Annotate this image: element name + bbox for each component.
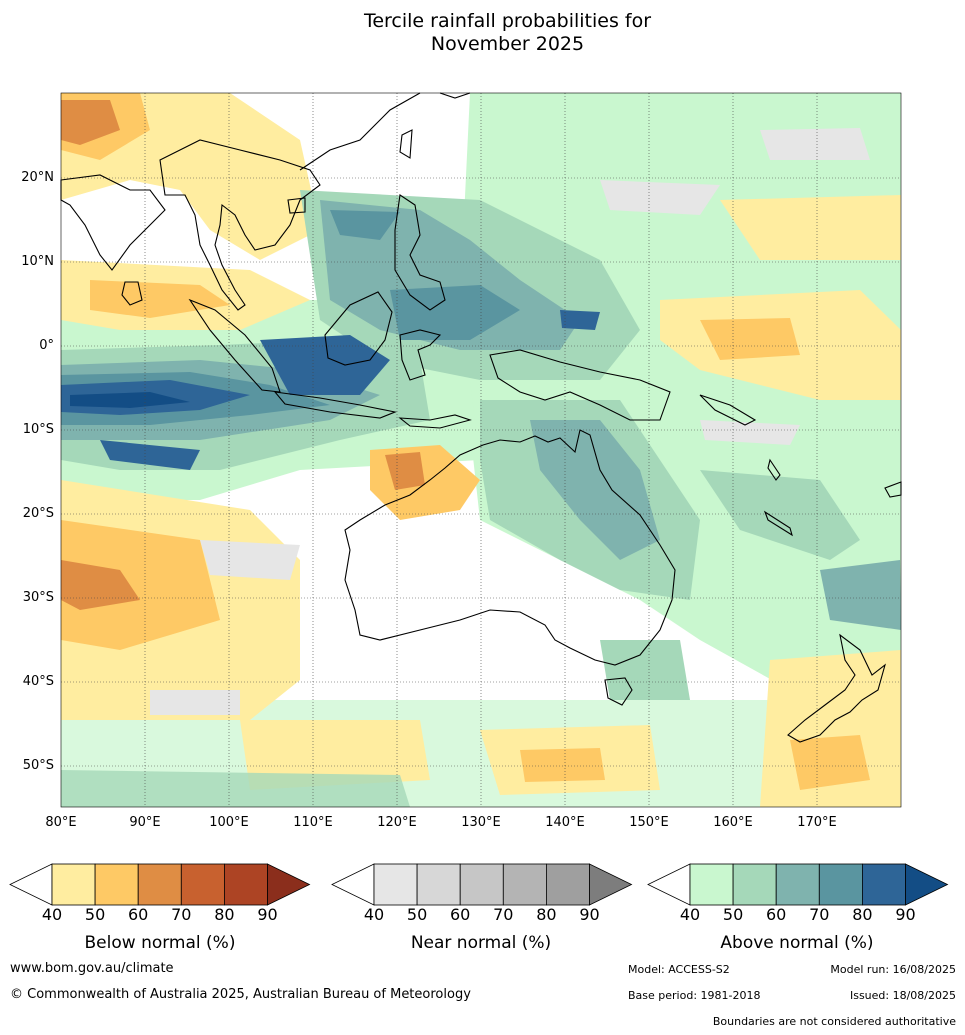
- base-period-text: Base period: 1981-2018: [628, 989, 761, 1002]
- lon-label-150e: 150°E: [629, 815, 669, 830]
- above-colorbar-segment: [862, 863, 906, 906]
- lat-label-20s: 20°S: [22, 506, 54, 521]
- near-colorbar-tick: 70: [493, 905, 514, 924]
- india-coastline: [60, 174, 166, 271]
- near-colorbar-tick: 90: [579, 905, 600, 924]
- near-colorbar-tick: 50: [406, 905, 428, 924]
- near-colorbar-tick: 80: [536, 905, 557, 924]
- below-colorbar-segment: [223, 863, 268, 906]
- lon-label-80e: 80°E: [45, 815, 77, 830]
- java-coastline: [273, 391, 397, 419]
- above-colorbar-tick: 40: [679, 905, 701, 924]
- above-colorbar-tick: 60: [766, 905, 787, 924]
- copyright-text: © Commonwealth of Australia 2025, Austra…: [10, 987, 471, 1002]
- map-frame: [60, 92, 902, 808]
- map-title-line1: Tercile rainfall probabilities for: [363, 10, 652, 32]
- below-colorbar-over-extension: [267, 863, 311, 906]
- philippines-coastline: [394, 194, 446, 311]
- lat-label-40s: 40°S: [22, 674, 54, 689]
- china-coastline: [299, 92, 421, 171]
- below-colorbar-under-extension: [9, 863, 53, 906]
- near-colorbar-segment: [373, 863, 418, 906]
- above-normal-label: Above normal (%): [720, 933, 874, 953]
- model-run-text: Model run: 16/08/2025: [830, 963, 956, 976]
- lon-label-120e: 120°E: [377, 815, 417, 830]
- lon-label-140e: 140°E: [545, 815, 585, 830]
- bom-url: www.bom.gov.au/climate: [10, 961, 174, 976]
- lon-label-90e: 90°E: [129, 815, 161, 830]
- disclaimer-text: Boundaries are not considered authoritat…: [712, 1015, 956, 1028]
- near-colorbar-tick: 40: [363, 905, 385, 924]
- below-colorbar-segment: [94, 863, 139, 906]
- new-zealand-coastline: [787, 633, 886, 743]
- lon-label-100e: 100°E: [209, 815, 249, 830]
- map-title: Tercile rainfall probabilities for Novem…: [0, 10, 965, 56]
- near-normal-label: Near normal (%): [410, 933, 552, 953]
- lat-label-20n: 20°N: [21, 170, 54, 185]
- issued-text: Issued: 18/08/2025: [849, 989, 956, 1002]
- above-colorbar-under-extension: [647, 863, 691, 906]
- sumatra-coastline: [188, 298, 281, 393]
- borneo-coastline: [324, 291, 393, 366]
- map-title-line2: November 2025: [430, 33, 585, 55]
- tasmania-coastline: [604, 677, 633, 706]
- near-colorbar-over-extension: [589, 863, 633, 906]
- near-colorbar-segment: [502, 863, 547, 906]
- sulawesi-coastline: [399, 329, 442, 381]
- below-colorbar-tick: 40: [41, 905, 63, 924]
- lat-label-10s: 10°S: [22, 422, 54, 437]
- lat-label-10n: 10°N: [21, 254, 54, 269]
- below-normal-label: Below normal (%): [84, 933, 236, 953]
- lon-label-170e: 170°E: [797, 815, 837, 830]
- below-colorbar-tick: 70: [171, 905, 192, 924]
- above-colorbar-tick: 70: [809, 905, 830, 924]
- lat-label-50s: 50°S: [22, 758, 54, 773]
- below-colorbar-tick: 50: [84, 905, 106, 924]
- below-colorbar-tick: 90: [257, 905, 278, 924]
- above-colorbar-tick: 50: [722, 905, 744, 924]
- above-colorbar-segment: [818, 863, 863, 906]
- above-colorbar-tick: 80: [852, 905, 873, 924]
- below-colorbar-segment: [51, 863, 96, 906]
- colorbars: [9, 863, 949, 906]
- near-colorbar-segment: [546, 863, 590, 906]
- near-colorbar-segment: [459, 863, 504, 906]
- australia-coastline: [344, 429, 676, 666]
- lon-label-130e: 130°E: [461, 815, 501, 830]
- lon-label-160e: 160°E: [713, 815, 753, 830]
- near-colorbar-under-extension: [331, 863, 375, 906]
- below-colorbar-tick: 60: [128, 905, 149, 924]
- above-colorbar-tick: 90: [895, 905, 916, 924]
- below-colorbar-segment: [137, 863, 182, 906]
- near-colorbar-segment: [416, 863, 461, 906]
- indochina-coastline: [159, 139, 321, 311]
- below-colorbar-tick: 80: [214, 905, 235, 924]
- coastlines: [60, 92, 902, 743]
- lon-label-110e: 110°E: [293, 815, 333, 830]
- above-colorbar-over-extension: [905, 863, 949, 906]
- above-colorbar-segment: [732, 863, 777, 906]
- above-colorbar-segment: [689, 863, 734, 906]
- above-colorbar-segment: [775, 863, 820, 906]
- map-gridlines: [61, 93, 901, 807]
- model-text: Model: ACCESS-S2: [628, 963, 730, 976]
- near-colorbar-tick: 60: [450, 905, 471, 924]
- lat-label-30s: 30°S: [22, 590, 54, 605]
- below-colorbar-segment: [180, 863, 225, 906]
- new-guinea-coastline: [489, 349, 671, 421]
- lat-label-0: 0°: [39, 338, 54, 353]
